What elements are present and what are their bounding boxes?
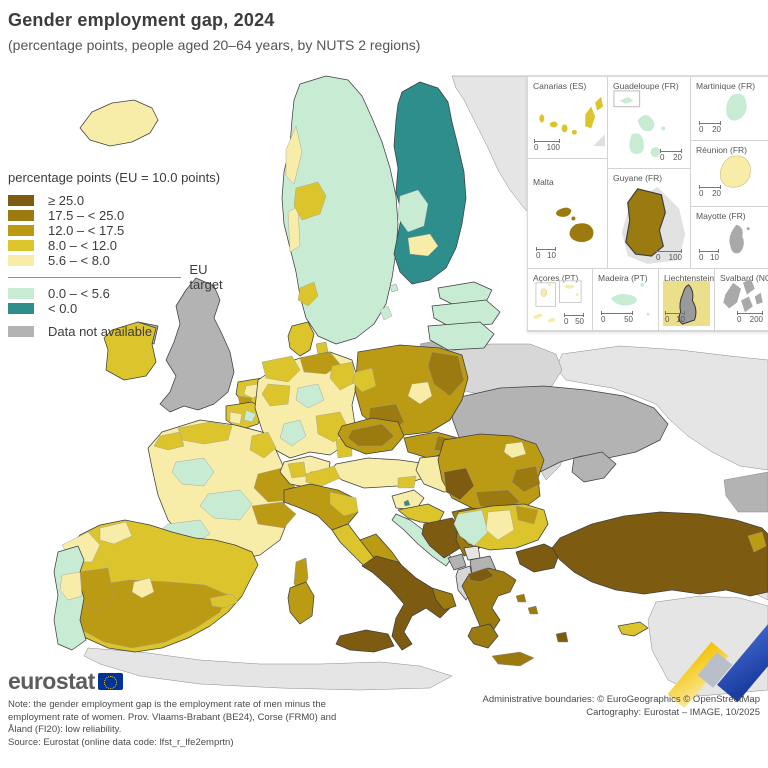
region-france xyxy=(147,419,297,561)
reunion-map xyxy=(720,155,751,188)
inset-acores: Açores (PT) 0 50 xyxy=(528,269,593,331)
eurostat-logo-text: eurostat xyxy=(8,668,95,694)
svalbard-map xyxy=(723,278,763,313)
nordic-countries xyxy=(79,75,467,357)
region-latvia xyxy=(431,299,501,329)
acores-map xyxy=(533,280,582,323)
region-italy xyxy=(283,483,457,653)
legend-swatch xyxy=(8,195,34,206)
region-croatia xyxy=(391,503,453,567)
inset-mayotte: Mayotte (FR) 0 10 xyxy=(691,207,768,269)
legend-item: ≥ 25.0 xyxy=(8,193,238,208)
legend-item: < 0.0 xyxy=(8,301,238,316)
legend-item: 17.5 – < 25.0 xyxy=(8,208,238,223)
mayotte-map xyxy=(729,224,750,254)
iberia xyxy=(53,519,259,653)
legend-item-no-data: Data not available xyxy=(8,324,238,339)
region-kosovo xyxy=(463,545,481,561)
guadeloupe-map xyxy=(613,90,666,158)
legend-item: 8.0 – < 12.0 xyxy=(8,238,238,253)
region-denmark xyxy=(287,321,329,357)
footnote: Note: the gender employment gap is the e… xyxy=(8,699,337,748)
region-bosnia xyxy=(421,517,467,559)
inset-guyane: Guyane (FR) 0 100 xyxy=(608,169,691,269)
region-portugal xyxy=(53,545,87,651)
region-russia-east xyxy=(555,345,768,471)
map-credits: Administrative boundaries: © EuroGeograp… xyxy=(483,694,761,720)
region-caucasus-russia xyxy=(723,471,768,513)
eu-flag-icon xyxy=(97,673,123,690)
region-finland xyxy=(393,81,467,285)
region-crimea xyxy=(571,451,617,483)
eu-target-marker: EU target xyxy=(8,262,238,292)
legend-item: 0.0 – < 5.6 xyxy=(8,286,238,301)
eu-target-label: EU target xyxy=(189,262,223,292)
liechtenstein-map xyxy=(662,280,711,327)
inset-malta: Malta 0 10 xyxy=(528,159,608,269)
region-ireland xyxy=(103,321,157,381)
page-title: Gender employment gap, 2024 xyxy=(8,10,275,30)
canarias-map xyxy=(539,96,606,147)
page-subtitle: (percentage points, people aged 20–64 ye… xyxy=(8,37,421,53)
legend-item: 12.0 – < 17.5 xyxy=(8,223,238,238)
region-aland xyxy=(389,283,399,293)
legend-swatch xyxy=(8,240,34,251)
inset-guadeloupe: Guadeloupe (FR) 0 20 xyxy=(608,77,691,169)
region-united-kingdom xyxy=(159,277,235,413)
region-sicilia xyxy=(335,629,395,653)
cartography-credit: Cartography: Eurostat – IMAGE, 10/2025 xyxy=(586,706,760,718)
eu-target-line xyxy=(8,276,182,278)
legend-title: percentage points (EU = 10.0 points) xyxy=(8,170,221,185)
region-bulgaria xyxy=(453,503,549,551)
inset-martinique: Martinique (FR) 0 20 xyxy=(691,77,768,141)
map-legend: percentage points (EU = 10.0 points) ≥ 2… xyxy=(8,170,238,339)
legend-swatch xyxy=(8,326,34,337)
legend-swatch xyxy=(8,288,34,299)
region-iceland xyxy=(79,99,159,147)
legend-swatch xyxy=(8,303,34,314)
region-turkey xyxy=(515,511,768,597)
source-note: Source: Eurostat (online data code: lfst… xyxy=(8,736,234,748)
malta-map xyxy=(556,207,594,243)
inset-liechtenstein: Liechtenstein 0 10 xyxy=(659,269,715,331)
footer: eurostat Note: the gender employment gap… xyxy=(8,668,336,749)
region-spain xyxy=(57,519,259,653)
region-belgium xyxy=(225,401,265,431)
region-romania xyxy=(437,433,545,513)
region-czechia xyxy=(337,417,405,455)
overseas-inset-panel: Canarias (ES) 0 100 Guadeloupe (FR) xyxy=(527,76,768,332)
inset-madeira: Madeira (PT) 0 50 xyxy=(593,269,659,331)
region-germany xyxy=(254,351,359,459)
region-cyprus xyxy=(617,621,649,637)
region-north-africa xyxy=(83,647,453,691)
region-greece xyxy=(461,567,569,667)
region-austria xyxy=(305,457,429,489)
admin-boundaries-credit: Administrative boundaries: © EuroGeograp… xyxy=(482,694,761,705)
region-slovenia xyxy=(391,489,425,511)
header: Gender employment gap, 2024 (percentage … xyxy=(8,10,420,53)
martinique-map xyxy=(726,93,747,121)
legend-swatch xyxy=(8,255,34,266)
guyane-map xyxy=(621,186,686,264)
legend-swatch xyxy=(8,210,34,221)
region-sardegna xyxy=(287,581,315,625)
region-norway-sweden xyxy=(281,75,399,345)
legend-item: 5.6 – < 8.0 xyxy=(8,253,238,268)
image-ribbon-decoration xyxy=(667,620,768,709)
inset-reunion: Réunion (FR) 0 20 xyxy=(691,141,768,207)
legend-swatch xyxy=(8,225,34,236)
eurostat-logo: eurostat xyxy=(8,668,336,695)
region-lithuania xyxy=(427,321,495,351)
inset-canarias: Canarias (ES) 0 100 xyxy=(528,77,608,159)
region-montenegro xyxy=(447,553,467,571)
madeira-map xyxy=(610,282,650,316)
region-crete xyxy=(491,651,535,667)
eu-stars-icon xyxy=(103,676,117,689)
baltic-states xyxy=(427,281,501,351)
